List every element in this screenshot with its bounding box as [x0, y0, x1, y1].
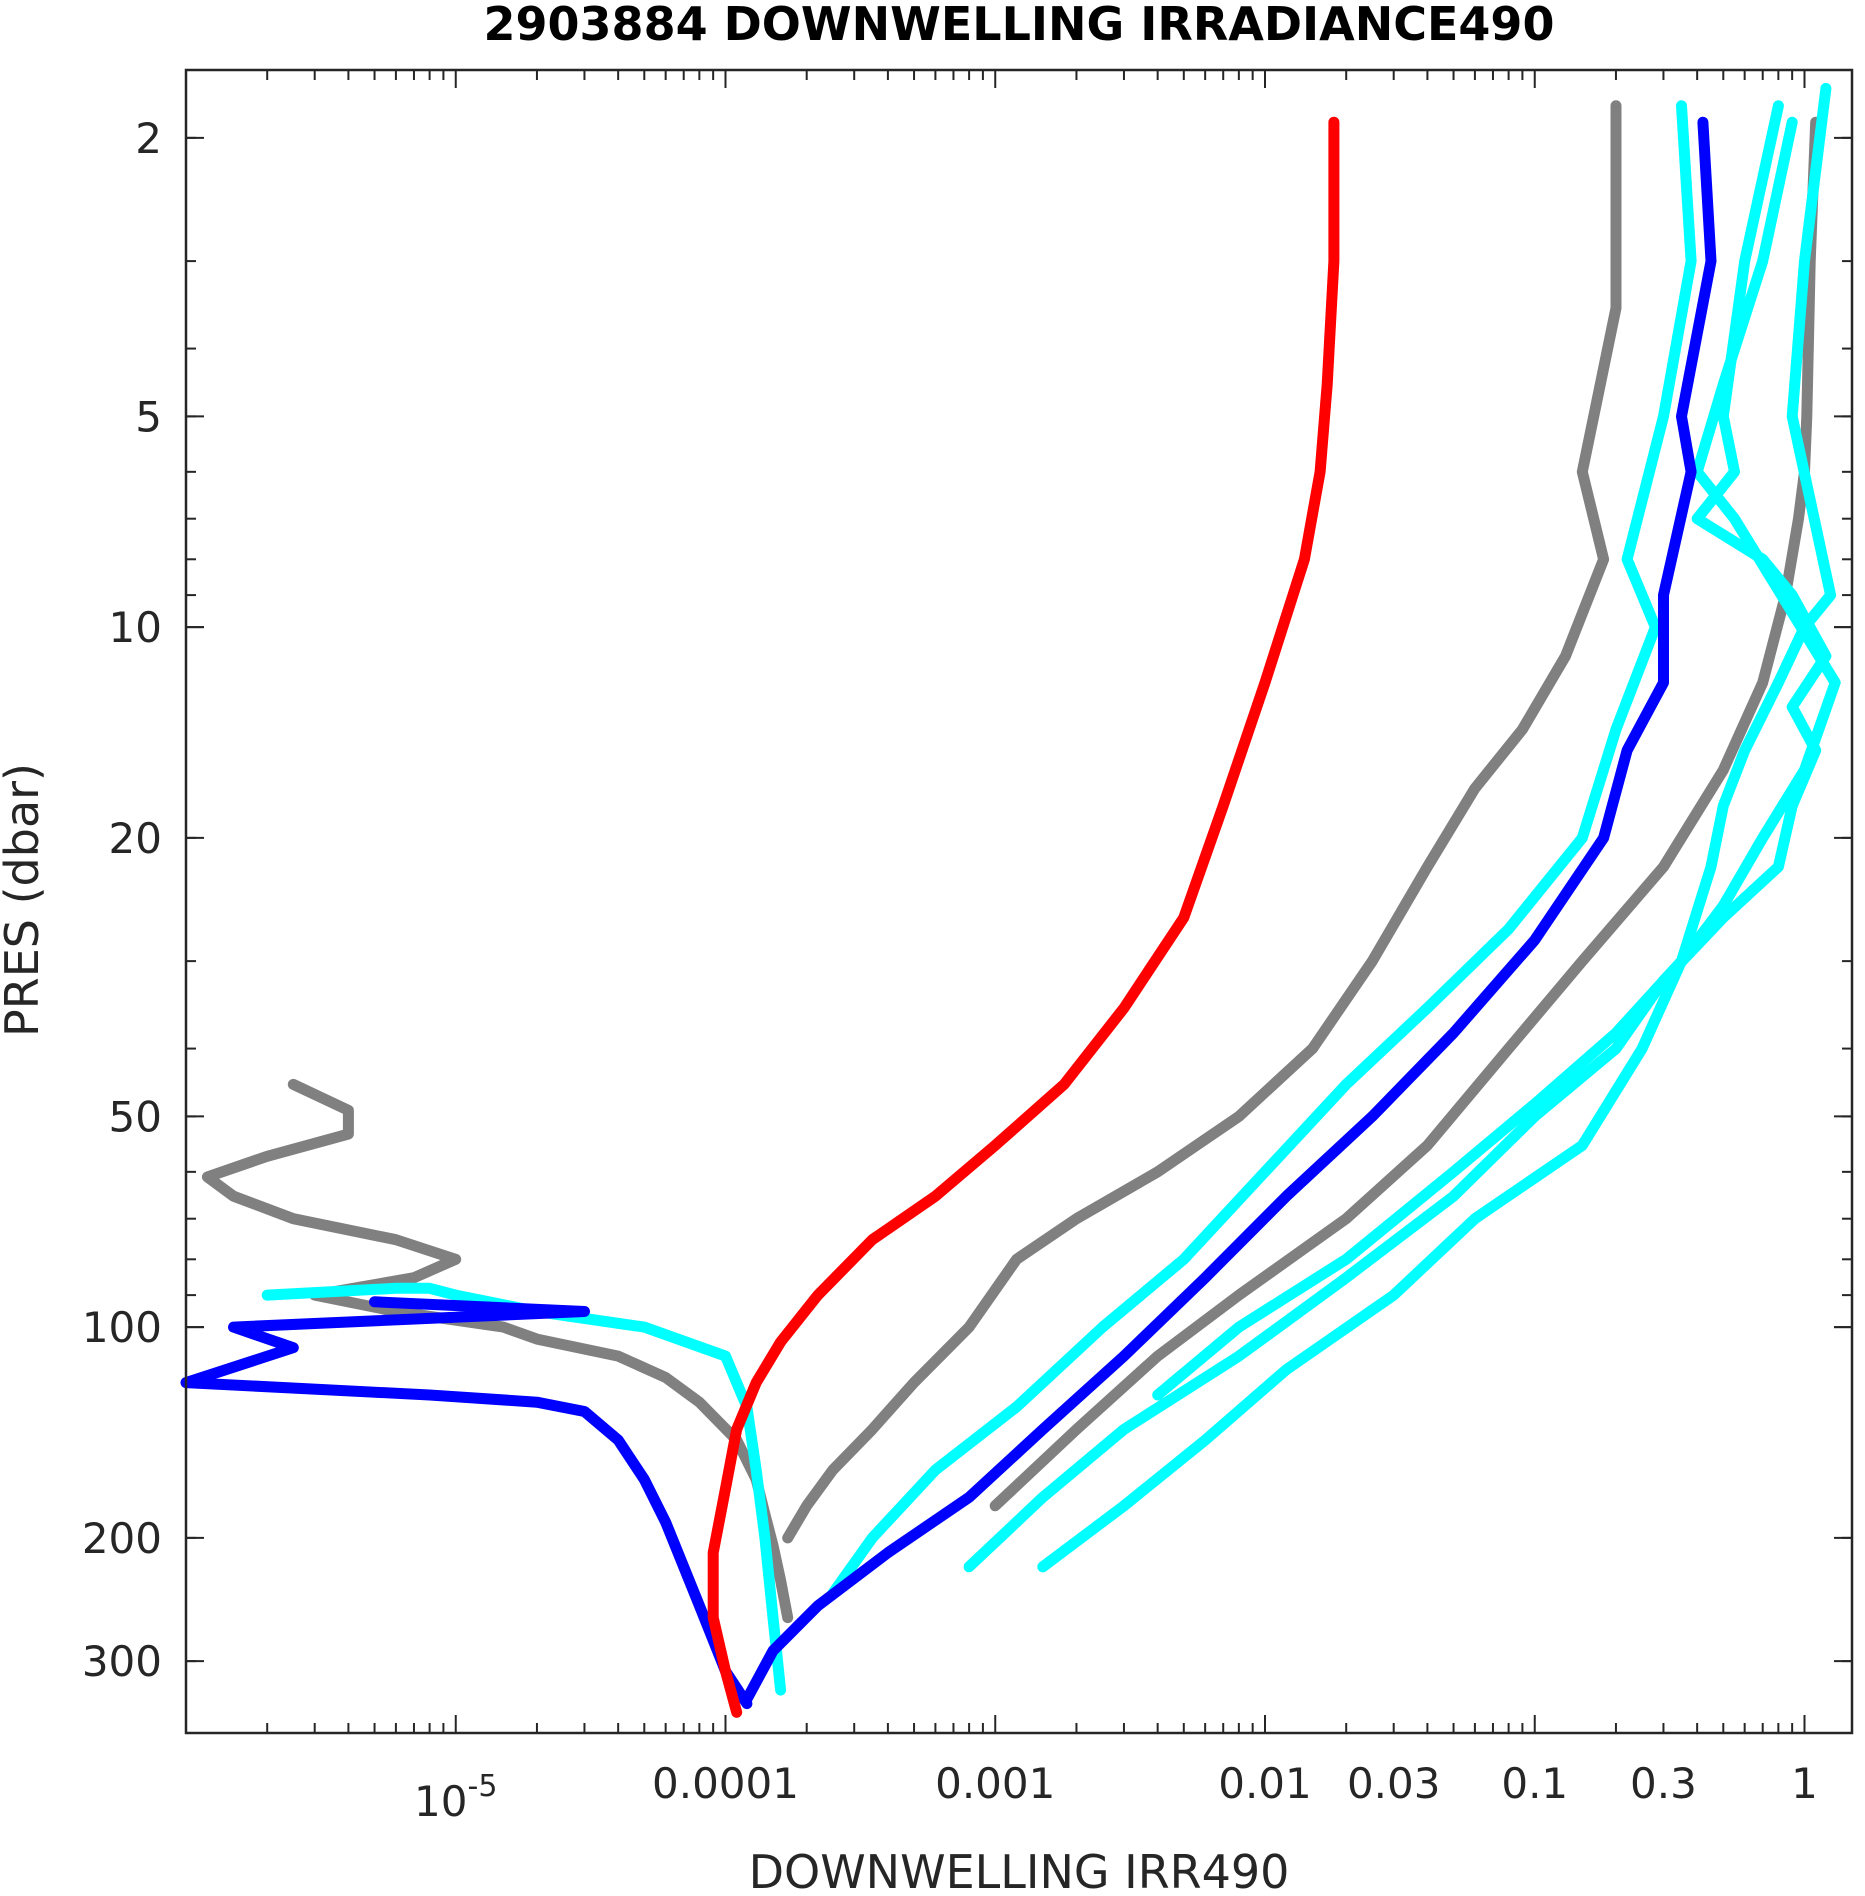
x-tick-label: 0.0001	[652, 1759, 799, 1808]
series-line-10	[180, 1296, 753, 1710]
x-tick-label: 0.03	[1347, 1759, 1441, 1808]
x-tick-label: 0.1	[1501, 1759, 1568, 1808]
y-tick-label: 20	[109, 814, 162, 863]
series-line-9	[741, 116, 1717, 1705]
x-axis-label: DOWNWELLING IRR490	[749, 1845, 1290, 1896]
y-tick-label: 50	[109, 1092, 162, 1141]
plot-frame	[184, 68, 1854, 1735]
series-line-11	[707, 116, 1340, 1718]
chart-title: 2903884 DOWNWELLING IRRADIANCE490	[484, 0, 1555, 51]
y-tick-label: 100	[82, 1303, 162, 1352]
x-tick-label: 0.01	[1218, 1759, 1312, 1808]
x-tick-label: 0.001	[935, 1759, 1055, 1808]
series-line-4	[261, 1282, 787, 1696]
y-tick-label: 300	[82, 1637, 162, 1686]
x-tick-exponent: -5	[468, 1769, 498, 1804]
series-layer	[180, 82, 1841, 1718]
x-tick-label: 1	[1791, 1759, 1818, 1808]
series-line-8	[1152, 116, 1841, 1401]
series-line-7	[1037, 82, 1837, 1573]
x-tick-label: 0.3	[1630, 1759, 1697, 1808]
y-axis-label: PRES (dbar)	[0, 763, 49, 1037]
series-line-2	[782, 100, 1622, 1544]
y-tick-label: 2	[135, 114, 162, 163]
y-tick-label: 10	[109, 603, 162, 652]
series-line-5	[827, 100, 1697, 1599]
x-tick-labels: 10-5 0.0001 0.001 0.01 0.03 0.1 0.3 1	[414, 1759, 1818, 1826]
x-tick-label: 10-5	[414, 1769, 497, 1826]
y-tick-label: 5	[135, 392, 162, 441]
tick-layer	[185, 70, 1852, 1733]
y-tick-labels: 2 5 10 20 50 100 200 300	[82, 114, 162, 1686]
y-tick-label: 200	[82, 1514, 162, 1563]
